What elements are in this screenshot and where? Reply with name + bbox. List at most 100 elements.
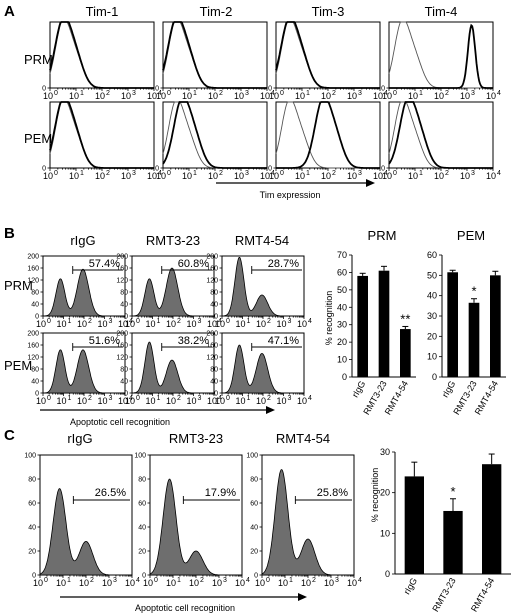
b-bar-pem-ytick-label: 40 [427, 291, 437, 301]
b-prm-3-gate-percent: 28.7% [268, 258, 299, 270]
a-prm-4-xtick-exp: 0 [393, 90, 397, 97]
b-prm-2-xtick-label: 10 [125, 319, 135, 329]
a-prm-3-xtick-exp: 3 [358, 90, 362, 97]
c-bar-bar [443, 510, 463, 574]
b-bar-prm-ytick-label: 40 [337, 302, 347, 312]
b-prm-2-ytick-label: 80 [120, 289, 128, 296]
b-prm-2-ytick-label: 40 [120, 301, 128, 308]
b-prm-2-ytick-label: 200 [116, 253, 128, 260]
a-prm-1-stain-line [49, 21, 154, 89]
a-pem-1-xtick-exp: 3 [132, 170, 136, 177]
a-prm-4-xtick-label: 10 [408, 91, 418, 101]
b-pem-2-ytick-label: 200 [116, 330, 128, 337]
a-prm-4-xtick-label: 10 [434, 91, 444, 101]
a-row-label-prm: PRM [24, 52, 53, 67]
a-prm-4-xtick-exp: 3 [471, 90, 475, 97]
b-pem-2-xtick-label: 10 [125, 396, 135, 406]
a-pem-2-xtick-exp: 4 [271, 170, 275, 177]
b-bar-pem-ytick-label: 30 [427, 311, 437, 321]
a-prm-4-stain-line [389, 23, 493, 89]
c-3-ytick-label: 80 [250, 476, 258, 483]
b-bar-pem-significance: * [471, 284, 476, 299]
b-bar-prm-ytick-label: 0 [342, 372, 347, 382]
c-1-xtick-label: 10 [125, 578, 135, 588]
a-xaxis-arrow-head [366, 179, 375, 187]
b-prm-1-xtick-exp: 3 [109, 318, 113, 325]
c-1-xtick-label: 10 [102, 578, 112, 588]
b-col-title-1: rIgG [70, 233, 95, 248]
a-prm-2-frame [162, 21, 268, 89]
b-prm-3-ytick-label: 200 [206, 253, 218, 260]
c-1-xtick-label: 10 [79, 578, 89, 588]
b-pem-2-xtick-label: 10 [186, 396, 196, 406]
c-3-xtick-exp: 0 [266, 577, 270, 584]
a-pem-3-control-line [275, 101, 380, 169]
a-pem-4-xtick-exp: 0 [393, 170, 397, 177]
panel-letter-a: A [4, 3, 15, 20]
a-col-title-3: Tim-3 [312, 4, 345, 19]
b-prm-1-ytick-label: 120 [27, 277, 39, 284]
a-pem-1-xtick-exp: 0 [54, 170, 58, 177]
b-pem-1-xtick-label: 10 [77, 396, 87, 406]
a-prm-1-frame [49, 21, 155, 89]
b-prm-3-xtick-exp: 4 [308, 318, 312, 325]
b-bar-pem-ytick-label: 20 [427, 331, 437, 341]
b-pem-3-histogram [222, 344, 304, 394]
a-prm-1-control-line [49, 21, 154, 89]
a-prm-4-ytick-label: 0 [381, 85, 385, 92]
c-bar-ylabel: % recognition [370, 468, 380, 523]
b-bar-pem-bar [490, 275, 501, 377]
b-pem-1-ytick-label: 120 [27, 354, 39, 361]
b-bar-prm-ytick-label: 10 [337, 355, 347, 365]
c-2-xtick-label: 10 [212, 578, 222, 588]
a-prm-3-xtick-label: 10 [347, 91, 357, 101]
c-2-xtick-label: 10 [166, 578, 176, 588]
b-prm-2-gate-percent: 60.8% [178, 258, 209, 270]
b-xaxis-label: Apoptotic cell recognition [70, 417, 170, 427]
b-bar-prm-ytick-label: 70 [337, 250, 347, 260]
a-prm-4-xtick-exp: 1 [419, 90, 423, 97]
b-pem-3-xtick-exp: 2 [267, 395, 271, 402]
a-prm-2-xtick-exp: 4 [271, 90, 275, 97]
a-pem-4-xtick-label: 10 [434, 171, 444, 181]
b-pem-2-xtick-exp: 4 [218, 395, 222, 402]
b-pem-3-xtick-exp: 0 [226, 395, 230, 402]
a-prm-1-xtick-label: 10 [69, 91, 79, 101]
a-prm-3-stain-line [275, 21, 380, 89]
c-bar-significance: * [450, 484, 455, 499]
b-prm-3-xtick-label: 10 [215, 319, 225, 329]
a-pem-1-xtick-label: 10 [69, 171, 79, 181]
a-pem-2-control-line [162, 101, 267, 169]
a-pem-4-xtick-exp: 4 [497, 170, 501, 177]
a-pem-3-xtick-label: 10 [347, 171, 357, 181]
b-pem-3-ytick-label: 120 [206, 354, 218, 361]
b-pem-2-xtick-exp: 0 [136, 395, 140, 402]
b-bar-prm-category-label: rIgG [350, 379, 367, 399]
b-bar-pem-ytick-label: 50 [427, 270, 437, 280]
c-1-ytick-label: 80 [28, 476, 36, 483]
b-pem-3-xtick-label: 10 [276, 396, 286, 406]
c-3-xtick-label: 10 [278, 578, 288, 588]
a-prm-3-xtick-label: 10 [295, 91, 305, 101]
b-bar-pem-bar [468, 302, 480, 377]
b-pem-1-xtick-exp: 4 [129, 395, 133, 402]
c-1-xtick-label: 10 [56, 578, 66, 588]
b-prm-1-ytick-label: 200 [27, 253, 39, 260]
c-2-ytick-label: 100 [134, 452, 146, 459]
b-prm-1-histogram [43, 268, 125, 317]
c-1-xtick-exp: 2 [90, 577, 94, 584]
b-prm-2-ytick-label: 0 [124, 313, 128, 320]
b-pem-2-xtick-exp: 3 [198, 395, 202, 402]
a-prm-3-xtick-label: 10 [321, 91, 331, 101]
a-pem-4-xtick-label: 10 [408, 171, 418, 181]
a-pem-4-xtick-exp: 3 [471, 170, 475, 177]
a-pem-2-xtick-label: 10 [260, 171, 270, 181]
b-pem-1-xtick-label: 10 [118, 396, 128, 406]
b-prm-1-ytick-label: 80 [31, 289, 39, 296]
c-bar-ytick-label: 0 [385, 569, 390, 579]
a-pem-3-xtick-label: 10 [295, 171, 305, 181]
b-bar-prm-bar [400, 329, 411, 377]
a-pem-1-xtick-exp: 1 [80, 170, 84, 177]
b-prm-3-xtick-label: 10 [256, 319, 266, 329]
b-pem-2-histogram [131, 341, 214, 394]
